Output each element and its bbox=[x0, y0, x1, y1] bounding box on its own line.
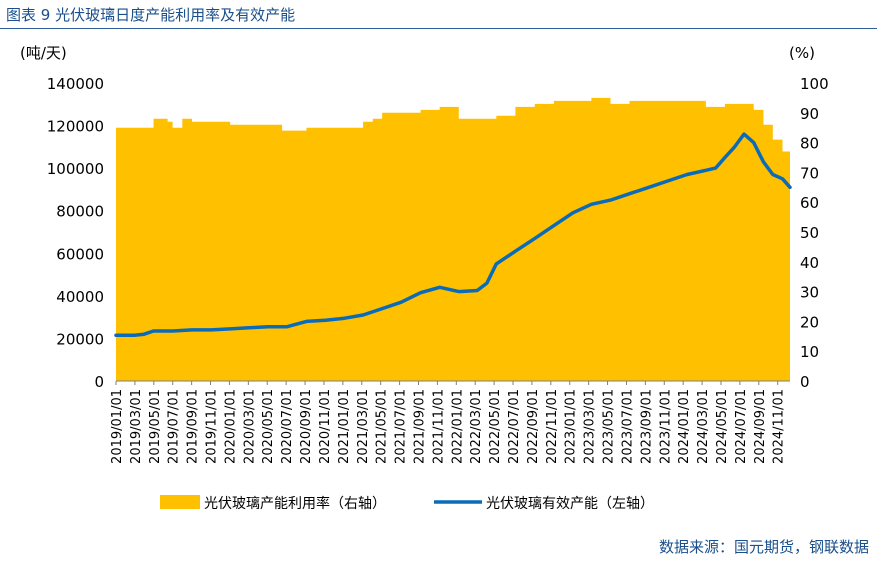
right-axis-unit: (%) bbox=[789, 44, 815, 62]
x-axis-tick-label: 2021/01/01 bbox=[337, 389, 352, 464]
left-axis-tick-label: 120000 bbox=[47, 118, 104, 136]
left-axis-tick-label: 100000 bbox=[47, 160, 104, 178]
utilization-area bbox=[116, 97, 790, 382]
x-axis-tick-label: 2020/05/01 bbox=[261, 389, 276, 464]
right-axis-tick-label: 90 bbox=[800, 105, 819, 123]
left-axis-tick-label: 80000 bbox=[56, 203, 104, 221]
legend-line-label: 光伏玻璃有效产能（左轴） bbox=[486, 495, 654, 512]
legend: 光伏玻璃产能利用率（右轴） 光伏玻璃有效产能（左轴） bbox=[160, 495, 654, 512]
x-axis-tick-label: 2020/07/01 bbox=[280, 389, 295, 464]
x-axis-tick-label: 2023/05/01 bbox=[602, 389, 617, 464]
x-axis-tick-label: 2024/03/01 bbox=[696, 389, 711, 464]
x-axis-tick-label: 2021/07/01 bbox=[394, 389, 409, 464]
x-axis-tick-label: 2019/07/01 bbox=[167, 389, 182, 464]
legend-area-label: 光伏玻璃产能利用率（右轴） bbox=[204, 495, 386, 512]
x-axis-tick-label: 2021/03/01 bbox=[356, 389, 371, 464]
effective-capacity-line bbox=[114, 132, 792, 337]
title-divider bbox=[0, 28, 877, 29]
x-axis-tick-label: 2019/09/01 bbox=[186, 389, 201, 464]
right-axis-tick-label: 70 bbox=[800, 164, 819, 182]
left-axis-tick-label: 140000 bbox=[47, 75, 104, 93]
right-axis-tick-label: 30 bbox=[800, 284, 819, 302]
x-axis-tick-label: 2019/01/01 bbox=[110, 389, 125, 464]
data-source-note: 数据来源：国元期货，钢联数据 bbox=[658, 538, 869, 556]
right-axis-tick-label: 0 bbox=[800, 373, 810, 391]
x-axis-tick-label: 2024/11/01 bbox=[772, 389, 787, 464]
x-axis-tick-label: 2020/01/01 bbox=[223, 389, 238, 464]
x-axis-tick-label: 2020/03/01 bbox=[242, 389, 257, 464]
x-axis-tick-label: 2022/01/01 bbox=[450, 389, 465, 464]
x-axis-tick-label: 2023/03/01 bbox=[583, 389, 598, 464]
right-axis-tick-label: 80 bbox=[800, 135, 819, 153]
x-axis-tick-label: 2024/05/01 bbox=[715, 389, 730, 464]
x-axis-tick-label: 2020/09/01 bbox=[299, 389, 314, 464]
x-axis-tick-label: 2022/03/01 bbox=[469, 389, 484, 464]
left-axis-unit: (吨/天) bbox=[20, 44, 67, 62]
x-axis-tick-label: 2022/07/01 bbox=[507, 389, 522, 464]
x-axis-tick-label: 2023/07/01 bbox=[620, 389, 635, 464]
left-axis-tick-label: 40000 bbox=[56, 288, 104, 306]
figure-title: 图表 9 光伏玻璃日度产能利用率及有效产能 bbox=[6, 6, 296, 24]
area-layer bbox=[116, 97, 790, 382]
x-axis-tick-label: 2019/11/01 bbox=[205, 389, 220, 464]
x-axis-tick-label: 2024/09/01 bbox=[753, 389, 768, 464]
right-axis-tick-label: 10 bbox=[800, 343, 819, 361]
legend-area-swatch bbox=[160, 495, 200, 509]
right-axis-tick-label: 50 bbox=[800, 224, 819, 242]
x-axis-tick-label: 2022/11/01 bbox=[545, 389, 560, 464]
x-axis-tick-label: 2023/01/01 bbox=[564, 389, 579, 464]
x-axis-tick-label: 2021/11/01 bbox=[431, 389, 446, 464]
dual-axis-chart: 0 20000 40000 60000 80000 100000 120000 140000 0… bbox=[20, 44, 829, 512]
x-axis-tick-label: 2022/09/01 bbox=[526, 389, 541, 464]
axes-layer: 0 20000 40000 60000 80000 100000 120000 140000 0… bbox=[20, 44, 829, 464]
left-axis-tick-label: 60000 bbox=[56, 245, 104, 263]
x-axis-tick-label: 2023/09/01 bbox=[639, 389, 654, 464]
right-axis-tick-label: 60 bbox=[800, 194, 819, 212]
x-axis-tick-label: 2022/05/01 bbox=[488, 389, 503, 464]
x-axis-tick-label: 2023/11/01 bbox=[658, 389, 673, 464]
right-axis-tick-label: 40 bbox=[800, 254, 819, 272]
x-axis-tick-label: 2021/09/01 bbox=[412, 389, 427, 464]
right-axis-tick-label: 100 bbox=[800, 75, 829, 93]
x-axis-tick-label: 2021/05/01 bbox=[375, 389, 390, 464]
x-axis-tick-label: 2019/05/01 bbox=[148, 389, 163, 464]
right-axis-tick-label: 20 bbox=[800, 313, 819, 331]
x-axis-tick-label: 2024/01/01 bbox=[677, 389, 692, 464]
x-axis-tick-label: 2019/03/01 bbox=[129, 389, 144, 464]
left-axis-tick-label: 20000 bbox=[56, 330, 104, 348]
line-layer bbox=[114, 132, 792, 337]
x-axis-tick-label: 2020/11/01 bbox=[318, 389, 333, 464]
left-axis-tick-label: 0 bbox=[94, 373, 104, 391]
x-axis-tick-label: 2024/07/01 bbox=[734, 389, 749, 464]
